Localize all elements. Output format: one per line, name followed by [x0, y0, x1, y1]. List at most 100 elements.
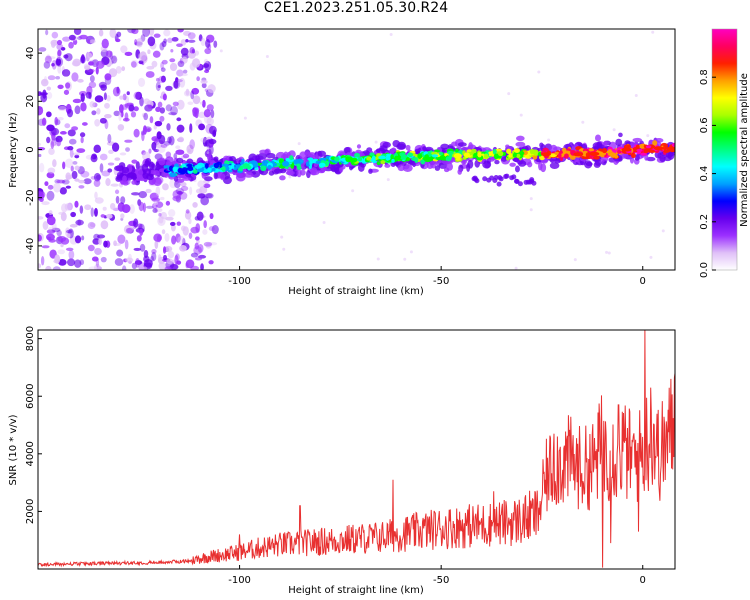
- noise-speck: [547, 138, 551, 142]
- noise-blob: [38, 47, 47, 52]
- noise-blob: [192, 202, 198, 208]
- ridge-core: [221, 166, 226, 172]
- noise-blob: [101, 170, 111, 177]
- noise-blob: [167, 37, 173, 43]
- noise-blob: [74, 178, 80, 182]
- noise-blob: [107, 133, 112, 144]
- noise-blob: [169, 221, 176, 227]
- noise-blob: [104, 102, 110, 109]
- noise-blob: [99, 117, 107, 124]
- colorbar-tick-label: 0.0: [699, 262, 710, 278]
- noise-blob: [95, 174, 102, 180]
- noise-blob: [80, 55, 86, 64]
- noise-blob: [104, 113, 112, 119]
- ridge-halo: [285, 170, 295, 176]
- ridge-core: [593, 155, 600, 160]
- noise-blob: [51, 63, 55, 67]
- ridge-halo: [594, 134, 602, 142]
- noise-blob: [156, 131, 162, 140]
- noise-blob: [41, 201, 50, 206]
- noise-speck: [351, 189, 355, 193]
- noise-blob: [117, 124, 125, 131]
- ridge-halo: [265, 152, 276, 159]
- noise-blob: [42, 221, 49, 230]
- noise-blob: [43, 61, 51, 69]
- noise-blob: [145, 71, 155, 78]
- ridge-halo: [141, 163, 149, 173]
- ridge-core: [239, 165, 244, 172]
- ridge-halo: [457, 142, 467, 147]
- spectrogram-x-axis-label: Height of straight line (km): [288, 286, 424, 297]
- noise-blob: [112, 86, 121, 97]
- ridge-core: [497, 150, 504, 157]
- ridge-halo: [392, 139, 401, 148]
- ridge-core: [169, 172, 177, 178]
- noise-blob: [133, 91, 141, 100]
- noise-speck: [403, 257, 407, 261]
- ridge-halo: [457, 169, 462, 175]
- noise-blob: [202, 229, 208, 235]
- noise-blob: [71, 72, 79, 82]
- noise-blob: [208, 260, 214, 265]
- ridge-peak: [589, 151, 600, 156]
- noise-blob: [165, 104, 173, 112]
- noise-blob: [155, 106, 161, 113]
- noise-blob: [74, 259, 82, 268]
- noise-blob: [46, 124, 55, 132]
- ridge-core: [399, 152, 406, 157]
- noise-blob: [57, 235, 67, 243]
- spectrogram-panel: -100 -50 0 -40 -20 0 20 40 Height of straight …: [8, 28, 676, 297]
- noise-blob: [185, 259, 195, 269]
- noise-blob: [46, 86, 52, 91]
- noise-blob: [203, 241, 213, 247]
- ridge-halo: [632, 137, 642, 143]
- noise-blob: [211, 225, 219, 235]
- noise-blob: [39, 162, 45, 173]
- noise-speck: [374, 140, 378, 144]
- noise-blob: [165, 200, 171, 206]
- noise-blob: [53, 182, 61, 193]
- ridge-halo: [554, 159, 561, 164]
- noise-blob: [205, 39, 211, 49]
- ridge-core: [386, 155, 391, 161]
- ridge-core: [318, 162, 326, 168]
- noise-blob: [57, 117, 64, 121]
- noise-speck: [507, 92, 511, 96]
- ridge-halo: [494, 159, 500, 165]
- noise-blob: [133, 128, 140, 138]
- noise-blob: [160, 75, 166, 83]
- noise-blob: [165, 216, 174, 221]
- noise-blob: [171, 37, 179, 42]
- y-tick-label: -40: [25, 238, 36, 254]
- ridge-halo: [204, 176, 213, 182]
- noise-blob: [114, 189, 120, 195]
- noise-blob: [180, 181, 187, 187]
- noise-blob: [209, 212, 214, 220]
- ridge-core: [508, 153, 513, 158]
- noise-speck: [529, 208, 533, 212]
- noise-blob: [200, 263, 204, 270]
- noise-blob: [61, 179, 70, 185]
- noise-blob: [67, 146, 74, 151]
- noise-blob: [56, 229, 62, 237]
- noise-blob: [87, 68, 95, 73]
- noise-blob: [105, 178, 111, 187]
- noise-blob: [203, 63, 210, 68]
- noise-blob: [74, 235, 82, 244]
- noise-blob: [191, 58, 201, 68]
- ridge-core: [640, 152, 648, 156]
- noise-blob: [94, 95, 104, 103]
- noise-blob: [38, 263, 42, 269]
- noise-blob: [172, 189, 181, 199]
- noise-blob: [189, 123, 193, 134]
- noise-blob: [105, 50, 113, 58]
- noise-speck: [265, 55, 269, 59]
- ridge-core: [246, 165, 252, 170]
- ridge-halo: [153, 177, 162, 186]
- noise-blob: [39, 191, 46, 199]
- noise-speck: [514, 266, 518, 270]
- spectrogram-y-ticks: -40 -20 0 20 40: [25, 47, 42, 254]
- noise-blob: [151, 136, 159, 142]
- noise-blob: [195, 223, 201, 233]
- noise-blob: [189, 47, 195, 54]
